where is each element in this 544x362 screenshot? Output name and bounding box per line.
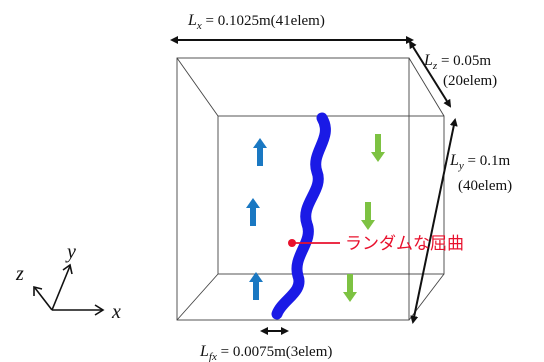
lz-label: Lz = 0.05m bbox=[423, 52, 491, 72]
ly-label: Ly = 0.1m bbox=[449, 152, 511, 172]
up-arrow-icon bbox=[249, 272, 263, 300]
ly-elem-label: (40elem) bbox=[458, 178, 512, 194]
x-axis-label: x bbox=[111, 301, 121, 323]
upward-flow-arrows bbox=[246, 138, 267, 300]
bend-annotation: ランダムな屈曲 bbox=[345, 234, 464, 254]
down-arrow-icon bbox=[371, 134, 385, 162]
up-arrow-icon bbox=[246, 198, 260, 226]
ly-dimension-arrow bbox=[410, 118, 458, 324]
lz-dimension-arrow bbox=[408, 40, 452, 108]
y-axis-label: y bbox=[65, 241, 76, 263]
lfx-label: Lfx = 0.0075m(3elem) bbox=[199, 343, 332, 362]
lz-elem-label: (20elem) bbox=[443, 73, 497, 89]
up-arrow-icon bbox=[253, 138, 267, 166]
down-arrow-icon bbox=[361, 202, 375, 230]
fracture-band bbox=[271, 112, 331, 320]
downward-flow-arrows bbox=[343, 134, 385, 302]
down-arrow-icon bbox=[343, 274, 357, 302]
coordinate-axes bbox=[33, 263, 105, 316]
lx-label: Lx = 0.1025m(41elem) bbox=[187, 12, 325, 32]
z-axis-label: z bbox=[15, 263, 24, 285]
